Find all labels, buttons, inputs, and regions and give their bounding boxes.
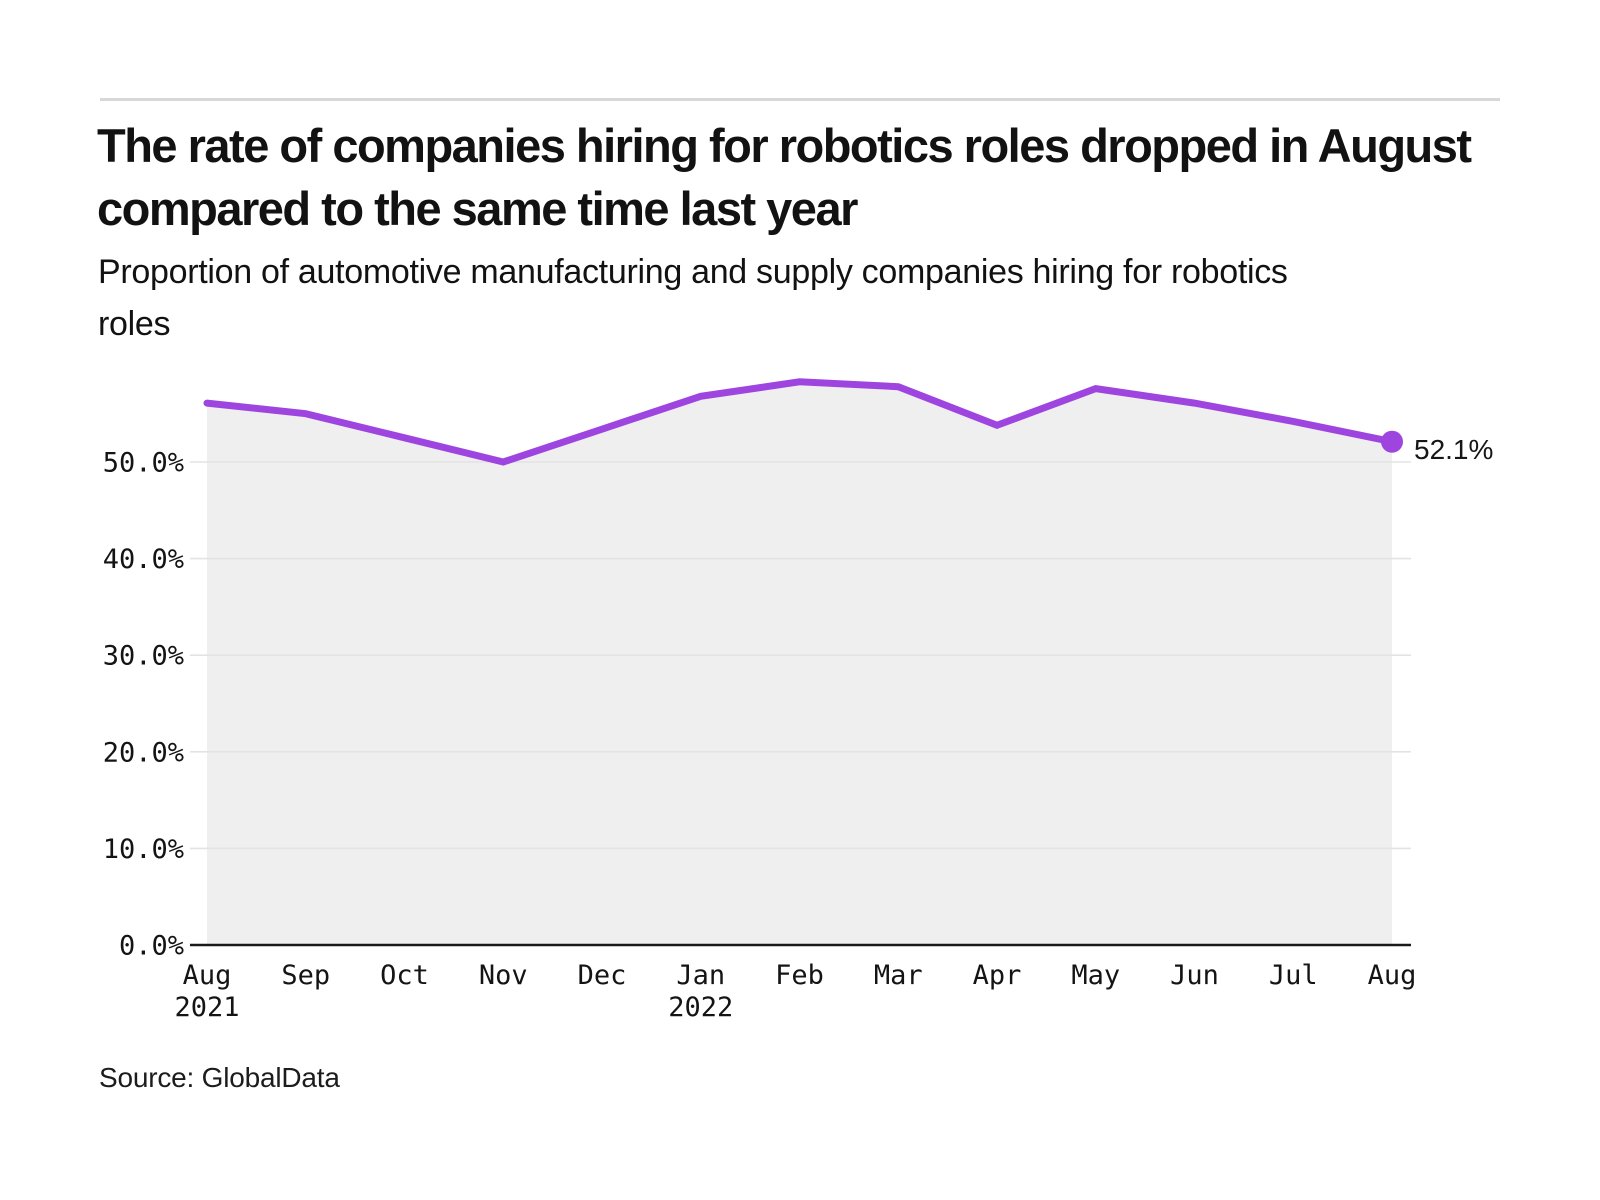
- x-axis-tick-label: Jul: [1269, 960, 1318, 991]
- x-axis-tick-label: Apr: [973, 960, 1022, 991]
- x-axis-tick-label: Feb: [775, 960, 824, 991]
- x-axis-year-label: 2022: [668, 992, 733, 1023]
- end-point-marker: [1381, 430, 1403, 453]
- chart-subtitle: Proportion of automotive manufacturing a…: [98, 253, 1288, 343]
- x-axis-tick-label: Nov: [479, 960, 528, 991]
- end-value-label: 52.1%: [1414, 434, 1493, 465]
- x-axis-tick-label: Aug: [1368, 960, 1417, 991]
- source-note-text: Source: GlobalData: [99, 1062, 340, 1093]
- x-axis-tick-label: May: [1071, 960, 1120, 991]
- x-axis-tick-label: Jan: [676, 960, 725, 991]
- x-axis-year-label: 2021: [174, 992, 239, 1023]
- y-axis-tick-label: 50.0%: [103, 447, 184, 478]
- chart-title: The rate of companies hiring for robotic…: [97, 119, 1472, 235]
- series-line: [203, 378, 1396, 466]
- x-axis-tick-label: Oct: [380, 960, 429, 991]
- y-axis-tick-label: 30.0%: [103, 641, 184, 672]
- x-axis-tick-label: Jun: [1170, 960, 1219, 991]
- x-axis-tick-label: Sep: [281, 960, 330, 991]
- y-axis-tick-label: 20.0%: [103, 737, 184, 768]
- top-divider-rule: [100, 98, 1500, 101]
- x-axis-tick-label: Dec: [578, 960, 627, 991]
- y-axis-tick-label: 10.0%: [103, 834, 184, 865]
- x-axis-tick-label: Mar: [874, 960, 923, 991]
- y-axis-tick-label: 0.0%: [119, 930, 184, 961]
- series-area-fill: [207, 381, 1392, 945]
- y-axis-tick-label: 40.0%: [103, 544, 184, 575]
- x-axis-tick-label: Aug: [183, 960, 232, 991]
- source-note: Source: GlobalData: [99, 1062, 340, 1094]
